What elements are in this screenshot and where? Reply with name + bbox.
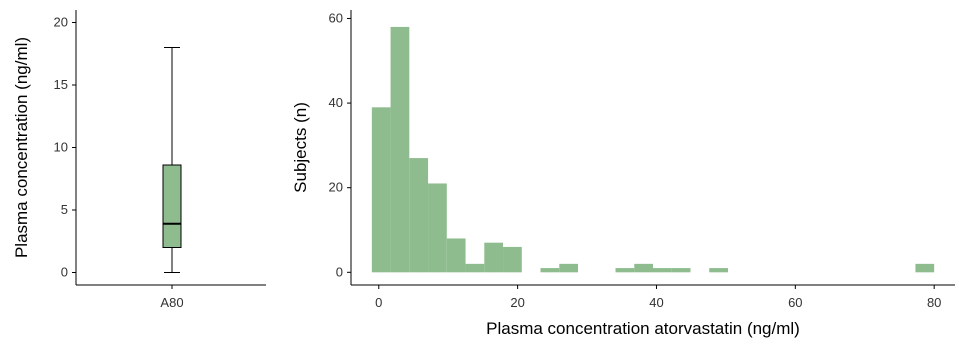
box-y-tick-label: 5 <box>61 202 68 217</box>
hist-x-tick-label: 80 <box>927 295 941 310</box>
hist-x-tick-label: 60 <box>788 295 802 310</box>
histogram-bar <box>615 268 635 273</box>
hist-x-tick-label: 20 <box>510 295 524 310</box>
histogram-bar <box>559 263 579 273</box>
histogram-bar <box>465 263 485 273</box>
histogram-bar <box>709 268 728 273</box>
box-y-axis-title: Plasma concentration (ng/ml) <box>12 37 31 258</box>
hist-x-axis-title: Plasma concentration atorvastatin (ng/ml… <box>486 319 800 338</box>
histogram-bar <box>390 26 410 273</box>
histogram-bar <box>540 268 560 273</box>
histogram-bar <box>503 246 522 273</box>
hist-y-axis-title: Subjects (n) <box>291 102 310 193</box>
histogram-bar <box>671 268 691 273</box>
hist-x-tick-label: 40 <box>649 295 663 310</box>
box-y-tick-label: 10 <box>54 140 68 155</box>
hist-y-tick-label: 20 <box>329 180 343 195</box>
histogram-bar <box>915 263 935 273</box>
box-iqr <box>162 164 182 248</box>
box-y-tick-label: 15 <box>54 77 68 92</box>
hist-y-tick-label: 40 <box>329 95 343 110</box>
box-x-tick-label: A80 <box>160 295 183 310</box>
histogram-bar <box>653 268 672 273</box>
histogram-panel: 0 20 40 60 0 20 40 60 80 Plasma concentration ato… <box>291 10 955 338</box>
histogram-bar <box>446 238 466 273</box>
box-y-tick-label: 20 <box>54 15 68 30</box>
histogram-bar <box>371 107 391 273</box>
hist-y-tick-label: 0 <box>336 264 343 279</box>
histogram-bar <box>409 158 429 273</box>
hist-y-tick-label: 60 <box>329 10 343 25</box>
hist-x-tick-label: 0 <box>375 295 382 310</box>
histogram-bar <box>428 183 447 273</box>
box-y-tick-label: 0 <box>61 265 68 280</box>
boxplot-panel: 0 5 10 15 20 A80 Plasma concentration (ng/ml) <box>12 10 266 310</box>
histogram-bar <box>634 263 653 273</box>
histogram-bar <box>484 242 504 273</box>
